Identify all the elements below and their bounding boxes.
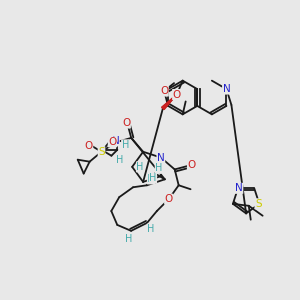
Text: O: O: [122, 118, 130, 128]
Text: N: N: [235, 183, 243, 193]
Polygon shape: [162, 94, 177, 109]
Text: O: O: [188, 160, 196, 170]
Text: N: N: [112, 136, 119, 146]
Text: O: O: [160, 86, 168, 96]
Text: N: N: [223, 84, 230, 94]
Text: O: O: [165, 194, 173, 204]
Text: S: S: [98, 147, 105, 157]
Polygon shape: [162, 94, 177, 110]
Text: O: O: [85, 141, 93, 151]
Text: H: H: [122, 140, 129, 150]
Text: H: H: [149, 173, 157, 183]
Text: S: S: [255, 199, 262, 209]
Text: H: H: [125, 234, 133, 244]
Text: H: H: [116, 155, 123, 165]
Text: N: N: [157, 152, 165, 163]
Text: H: H: [155, 164, 163, 173]
Text: O: O: [108, 137, 116, 147]
Text: H: H: [136, 162, 144, 172]
Text: H: H: [147, 224, 155, 234]
Text: O: O: [172, 89, 181, 100]
Text: H: H: [147, 174, 155, 184]
